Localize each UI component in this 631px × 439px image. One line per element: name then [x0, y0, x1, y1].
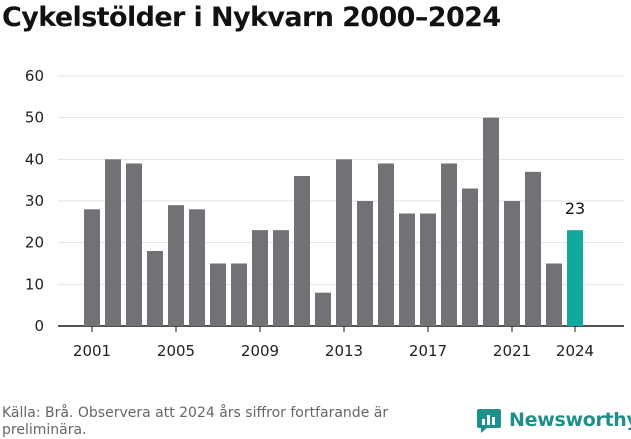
bar-2023	[546, 263, 562, 326]
bar-2022	[525, 171, 541, 326]
newsworthy-logo-icon	[477, 409, 501, 433]
bar-2009	[252, 230, 268, 326]
bar-2012	[315, 292, 331, 326]
bar-2003	[126, 163, 142, 326]
x-tick-label: 2013	[325, 342, 363, 360]
x-axis-ticks: 2001 2005 2009 2013 2017 2021 2024	[73, 326, 594, 360]
y-tick-label: 50	[25, 109, 44, 127]
data-labels: 23	[565, 199, 585, 218]
x-tick-label: 2001	[73, 342, 111, 360]
y-tick-label: 30	[25, 192, 44, 210]
bar-2013	[336, 159, 352, 326]
chart-title: Cykelstölder i Nykvarn 2000–2024	[2, 2, 501, 33]
bar-2016	[399, 213, 415, 326]
bar-2019	[462, 188, 478, 326]
x-tick-label: 2005	[157, 342, 195, 360]
y-tick-label: 20	[25, 234, 44, 252]
y-tick-label: 0	[34, 317, 44, 335]
x-tick-label: 2017	[409, 342, 447, 360]
bar-2015	[378, 163, 394, 326]
bar-2004	[147, 251, 163, 326]
bar-2008	[231, 263, 247, 326]
y-axis-ticks: 0 10 20 30 40 50 60	[25, 67, 44, 335]
bar-2017	[420, 213, 436, 326]
x-tick-label: 2009	[241, 342, 279, 360]
bar-2001	[84, 209, 100, 326]
data-label-2024: 23	[565, 199, 585, 218]
bars	[84, 117, 583, 327]
bar-2020	[483, 117, 499, 327]
bar-2021	[504, 201, 520, 326]
bar-2024	[567, 230, 583, 326]
bar-2014	[357, 201, 373, 326]
brand-logo: Newsworthy	[476, 407, 631, 433]
source-note: Källa: Brå. Observera att 2024 års siffr…	[2, 405, 389, 438]
y-tick-label: 10	[25, 275, 44, 293]
bar-2011	[294, 176, 310, 326]
x-tick-label: 2021	[493, 342, 531, 360]
x-tick-label: 2024	[556, 342, 594, 360]
y-tick-label: 40	[25, 150, 44, 168]
y-tick-label: 60	[25, 67, 44, 85]
bar-2006	[189, 209, 205, 326]
bar-2018	[441, 163, 457, 326]
bar-2005	[168, 205, 184, 326]
bar-2007	[210, 263, 226, 326]
brand-name: Newsworthy	[509, 409, 631, 431]
bar-2002	[105, 159, 121, 326]
bar-2010	[273, 230, 289, 326]
